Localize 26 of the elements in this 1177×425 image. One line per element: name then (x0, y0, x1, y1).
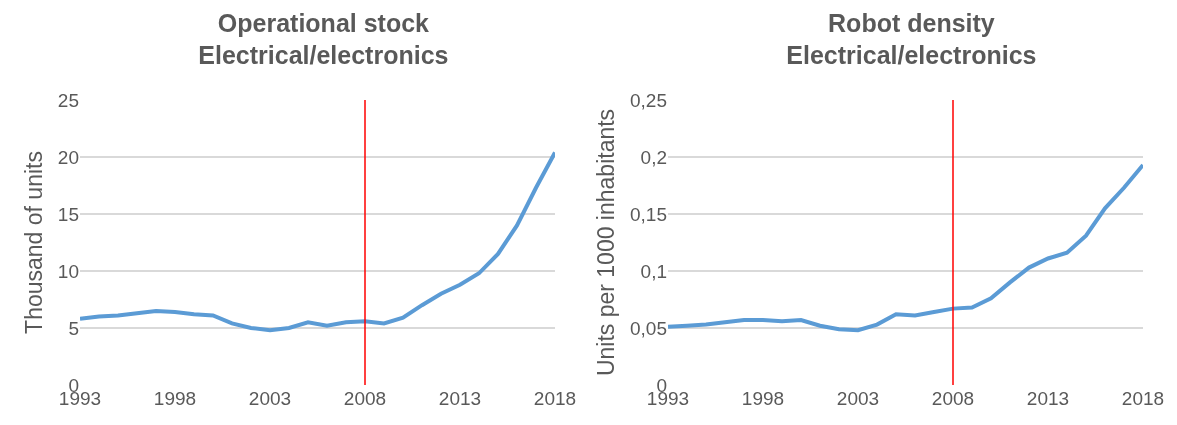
y-tick-label: 25 (57, 89, 79, 111)
y-tick-label: 20 (57, 146, 79, 168)
y-axis-title: Units per 1000 inhabitants (593, 108, 620, 377)
x-tick-label: 2008 (343, 388, 387, 409)
y-tick-label: 15 (57, 203, 79, 225)
x-tick-label: 2003 (836, 388, 880, 409)
x-tick-label: 1998 (153, 388, 197, 409)
chart-title: Robot density Electrical/electronics (786, 8, 1037, 70)
y-tick-label: 10 (57, 260, 79, 282)
x-tick-label: 2003 (248, 388, 292, 409)
y-tick-label: 5 (68, 317, 79, 339)
y-tick-label: 0,25 (630, 89, 667, 111)
y-tick-label: 0,1 (640, 260, 667, 282)
y-tick-label: 0,15 (630, 203, 667, 225)
x-tick-label: 2018 (533, 388, 577, 409)
y-tick-label: 0,2 (640, 146, 667, 168)
x-tick-label: 1998 (741, 388, 785, 409)
x-tick-label: 2013 (438, 388, 482, 409)
line-series (80, 150, 555, 333)
x-tick-label: 2013 (1026, 388, 1070, 409)
y-axis-title: Thousand of units (21, 151, 48, 334)
x-tick-label: 2008 (931, 388, 975, 409)
x-tick-label: 2018 (1121, 388, 1165, 409)
chart-title: Operational stock Electrical/electronics (198, 8, 449, 70)
line-series (668, 162, 1143, 333)
y-tick-label: 0,05 (630, 317, 667, 339)
